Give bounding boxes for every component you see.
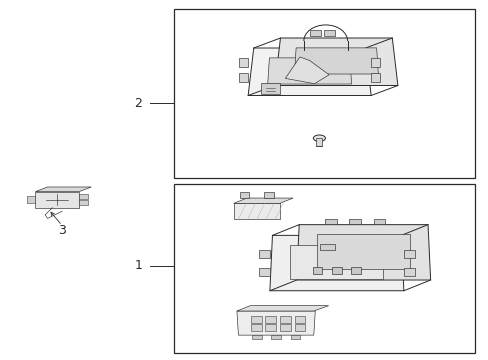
Bar xyxy=(294,324,305,330)
Bar xyxy=(331,267,341,274)
Polygon shape xyxy=(233,198,292,203)
Bar xyxy=(250,316,261,323)
Bar xyxy=(271,335,281,339)
Bar xyxy=(259,268,269,276)
Bar xyxy=(316,138,322,146)
Polygon shape xyxy=(290,245,383,279)
Bar xyxy=(280,316,290,323)
Bar xyxy=(79,194,88,199)
Bar xyxy=(325,219,336,224)
Bar xyxy=(370,58,379,67)
Bar xyxy=(280,324,290,330)
Bar xyxy=(250,324,261,330)
Polygon shape xyxy=(317,234,409,269)
Bar xyxy=(351,267,361,274)
Bar xyxy=(259,250,269,258)
Polygon shape xyxy=(296,225,430,280)
Bar xyxy=(320,244,334,251)
Bar xyxy=(239,73,247,82)
Polygon shape xyxy=(285,57,328,84)
Bar xyxy=(239,58,247,67)
Ellipse shape xyxy=(313,135,325,141)
Bar xyxy=(348,219,360,224)
Polygon shape xyxy=(236,311,315,335)
Text: 2: 2 xyxy=(134,97,142,110)
Bar xyxy=(239,192,249,198)
Bar xyxy=(264,192,273,198)
Polygon shape xyxy=(236,306,328,311)
Polygon shape xyxy=(269,235,403,291)
Bar xyxy=(174,184,474,353)
Bar xyxy=(403,268,414,276)
Bar xyxy=(373,219,385,224)
Bar xyxy=(309,30,320,36)
Bar xyxy=(290,335,300,339)
Bar xyxy=(27,196,35,203)
Text: 3: 3 xyxy=(58,224,66,237)
Bar xyxy=(403,250,414,258)
Polygon shape xyxy=(35,187,91,192)
Polygon shape xyxy=(35,192,79,208)
Bar xyxy=(265,324,276,330)
Bar xyxy=(324,30,334,36)
Polygon shape xyxy=(247,48,370,95)
Bar xyxy=(265,316,276,323)
Bar xyxy=(79,200,88,205)
Bar xyxy=(312,267,322,274)
Polygon shape xyxy=(267,58,351,84)
Bar xyxy=(251,335,261,339)
Polygon shape xyxy=(274,38,397,86)
Text: 1: 1 xyxy=(134,259,142,272)
Polygon shape xyxy=(233,203,279,220)
Bar xyxy=(174,9,474,178)
Polygon shape xyxy=(294,48,378,74)
Bar xyxy=(294,316,305,323)
Bar xyxy=(260,83,280,94)
Bar xyxy=(370,73,379,82)
